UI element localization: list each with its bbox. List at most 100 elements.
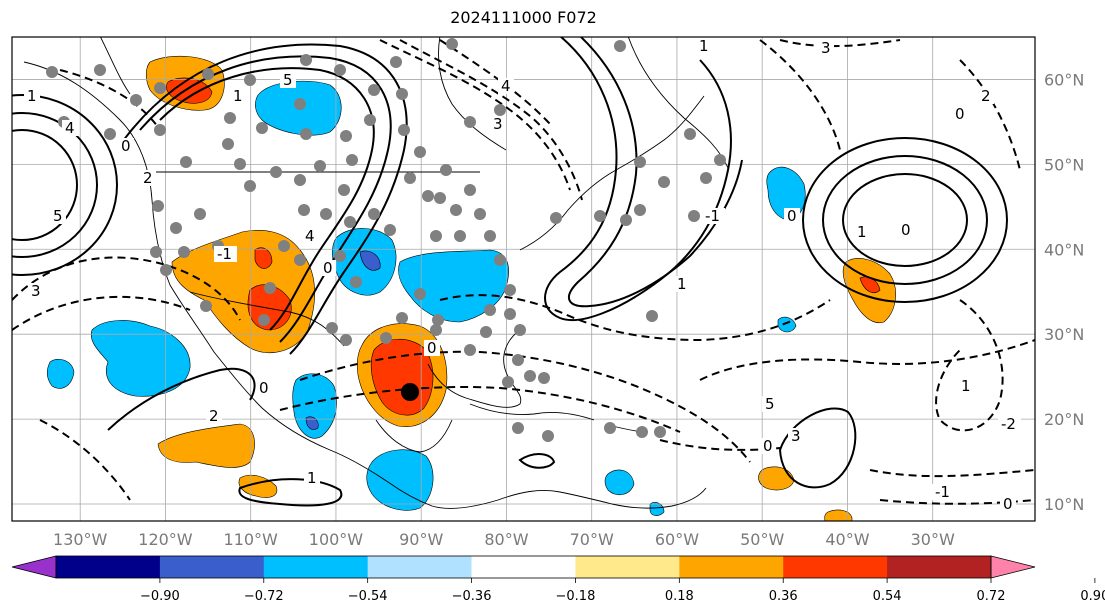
contour-label-bg [302,228,318,244]
station-dot [150,246,162,258]
colorbar-segment [679,556,784,578]
station-dot [160,264,172,276]
contour-label: -2 [1001,415,1016,433]
shade-darkblue-mex [305,416,319,430]
contour-label-bg [50,208,66,224]
station-dot [502,376,514,388]
station-dot [350,276,362,288]
contour-label-bg [320,260,336,276]
contour-label-group: 3 [788,427,804,445]
contour-label-group: 1 [24,87,40,105]
station-dot [620,214,632,226]
lon-tick-label: 130°W [53,530,108,549]
station-dot [484,230,496,242]
lat-tick-label: 50°N [1044,155,1084,174]
station-dot [504,308,516,320]
station-dot [634,156,646,168]
contour-label-bg [206,408,222,424]
contour-label-bg [952,106,968,122]
contour-label-group: 0 [952,105,968,123]
contour-label: 0 [901,221,911,239]
longitude-tick-labels: 130°W 120°W 110°W 100°W 90°W 80°W 70°W 60°W 50°W… [53,530,955,549]
latitude-tick-labels: 60°N 50°N 40°N 30°N 20°N 10°N [1044,70,1084,514]
contour-label-group: 0 [1000,495,1016,513]
colorbar-tick-label: 0.18 [665,589,694,604]
station-dot [594,210,606,222]
lon-tick-label: 90°W [399,530,443,549]
lon-tick-label: 110°W [224,530,279,549]
contour-label-bg [140,170,156,186]
station-dot [396,88,408,100]
contour-label-group: 1 [230,87,246,105]
contour-label-bg [1000,496,1016,512]
station-dot [294,174,306,186]
contour-label-group: -1 [702,207,725,225]
colorbar-extend-high [990,555,1036,579]
station-markers [46,38,726,442]
contour-label-bg [932,484,955,500]
station-dot [524,370,536,382]
contour-label-group: -1 [214,245,237,263]
contour-label-group: 0 [256,379,272,397]
colorbar-tick-label: 0.54 [873,589,902,604]
shade-red-nw [166,77,213,104]
colorbar-segment [887,556,992,578]
contour-label-group: 1 [696,37,712,55]
contour-label: 0 [121,137,131,155]
station-dot [646,310,658,322]
contour-label-bg [898,222,914,238]
colorbar-tick-label: −0.72 [244,589,284,604]
station-dot [432,314,444,326]
contour-label-group: 2 [978,87,994,105]
station-dot [464,344,476,356]
station-dot [364,114,376,126]
contour-label-group: 3 [818,39,834,57]
station-dot [298,204,310,216]
contour-label-bg [256,380,272,396]
shade-blue-car [604,469,635,496]
contour-label: 1 [233,87,243,105]
colorbar-segment [471,556,576,578]
contour-label-bg [760,438,776,454]
lat-tick-label: 10°N [1044,495,1084,514]
station-dot [234,158,246,170]
hudson-bay-line [438,37,507,151]
shade-red-swus2 [254,247,273,269]
station-dot [270,166,282,178]
pacific-coast-line [23,61,707,509]
contour-label: 4 [305,227,315,245]
solid-contours [12,37,1008,507]
contour-label: 3 [31,282,41,300]
colorbar-segment [783,556,888,578]
station-dot [494,104,506,116]
contour-label: 1 [857,223,867,241]
contour-label: 3 [821,39,831,57]
station-dot [422,190,434,202]
station-dot [700,172,712,184]
contour-label-group: 0 [784,207,800,225]
station-dot [170,222,182,234]
station-dot [450,204,462,216]
lon-tick-label: 70°W [570,530,614,549]
station-dot [300,128,312,140]
colorbar-frame [55,555,992,579]
contour-label: 1 [27,87,37,105]
contour-label-group: -1 [932,483,955,501]
station-dot [300,54,312,66]
yucatan-line [375,419,453,453]
contour-label-bg [788,428,804,444]
contour-label-bg [304,470,320,486]
shade-blue-mex [292,373,337,439]
map-title: 2024111000 F072 [450,8,597,27]
contour-label-group: 3 [28,282,44,300]
station-dot [430,324,442,336]
station-dot [334,250,346,262]
lat-tick-label: 40°N [1044,240,1084,259]
contour-label-bg [118,138,134,154]
station-dot [222,138,234,150]
shade-orange-atl3 [824,509,853,521]
alaska-line [99,37,131,95]
contour-label-group: 1 [674,275,690,293]
station-dot [390,56,402,68]
contour-label-group: 4 [62,119,78,137]
